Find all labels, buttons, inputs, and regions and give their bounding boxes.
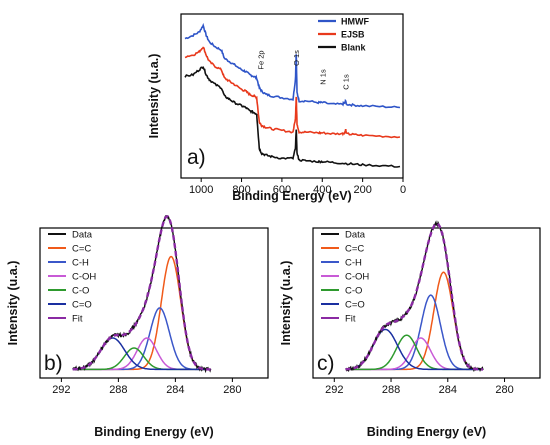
x-tick-label: 292 bbox=[325, 384, 343, 396]
peak-annotation: N 1s bbox=[318, 69, 327, 85]
x-tick-label: 800 bbox=[232, 184, 250, 196]
panel-label: a) bbox=[187, 146, 206, 169]
x-tick-label: 284 bbox=[439, 384, 457, 396]
x-tick-label: 400 bbox=[313, 184, 331, 196]
legend-label: EJSB bbox=[341, 30, 365, 40]
x-axis-title: Binding Energy (eV) bbox=[367, 425, 486, 439]
fit-line bbox=[345, 222, 483, 371]
x-axis-title: Binding Energy (eV) bbox=[232, 189, 351, 203]
panel-b-c1s-spectrum: 292 288 284 280 Binding Energy (eV) Intensity… bbox=[6, 215, 269, 439]
legend-label: Blank bbox=[341, 43, 367, 53]
legend-label: Data bbox=[72, 230, 93, 241]
legend-label: C-OH bbox=[72, 272, 96, 283]
fit-line bbox=[72, 215, 211, 371]
legend-label: C-O bbox=[345, 286, 362, 297]
panel-label: b) bbox=[44, 352, 63, 375]
x-tick-label: 200 bbox=[353, 184, 371, 196]
legend-label: C=O bbox=[345, 300, 365, 311]
x-tick-label: 600 bbox=[273, 184, 291, 196]
x-tick-label: 292 bbox=[52, 384, 70, 396]
peak-annotation: Fe 2p bbox=[257, 50, 266, 69]
x-tick-label: 288 bbox=[109, 384, 127, 396]
legend-label: C-H bbox=[345, 258, 362, 269]
legend-label: Fit bbox=[72, 314, 83, 325]
x-tick-label: 280 bbox=[495, 384, 513, 396]
legend-label: C=C bbox=[345, 244, 364, 255]
legend-label: C=O bbox=[72, 300, 92, 311]
legend-label: C-H bbox=[72, 258, 89, 269]
y-axis-title: Intensity (u.a.) bbox=[6, 261, 20, 346]
series-line-blank bbox=[184, 66, 401, 168]
legend-label: C=C bbox=[72, 244, 91, 255]
x-tick-label: 1000 bbox=[189, 184, 213, 196]
x-tick-label: 0 bbox=[400, 184, 406, 196]
peak-annotation: C 1s bbox=[341, 74, 350, 90]
panel-a-survey-spectrum: 1000 800 600 400 200 0 Binding Energy (eV) Inte… bbox=[147, 13, 406, 203]
series-line-ejsb bbox=[184, 46, 401, 139]
x-tick-label: 288 bbox=[382, 384, 400, 396]
component-line-cdo bbox=[345, 328, 483, 371]
plot-frame bbox=[312, 227, 541, 379]
y-axis-title: Intensity (u.a.) bbox=[279, 261, 293, 346]
panel-label: c) bbox=[317, 352, 335, 375]
x-tick-label: 280 bbox=[223, 384, 241, 396]
legend-label: Fit bbox=[345, 314, 356, 325]
peak-annotation: O 1s bbox=[292, 50, 301, 66]
legend-label: C-O bbox=[72, 286, 89, 297]
series-line-hmwf bbox=[184, 22, 401, 109]
x-axis-title: Binding Energy (eV) bbox=[94, 425, 213, 439]
panel-c-c1s-spectrum: 292 288 284 280 Binding Energy (eV) Intensity… bbox=[279, 220, 541, 439]
legend-label: C-OH bbox=[345, 272, 369, 283]
legend-label: HMWF bbox=[341, 17, 369, 27]
x-tick-label: 284 bbox=[166, 384, 184, 396]
y-axis-title: Intensity (u.a.) bbox=[147, 54, 161, 139]
legend-label: Data bbox=[345, 230, 366, 241]
plot-frame bbox=[180, 13, 404, 179]
plot-frame bbox=[39, 227, 269, 379]
